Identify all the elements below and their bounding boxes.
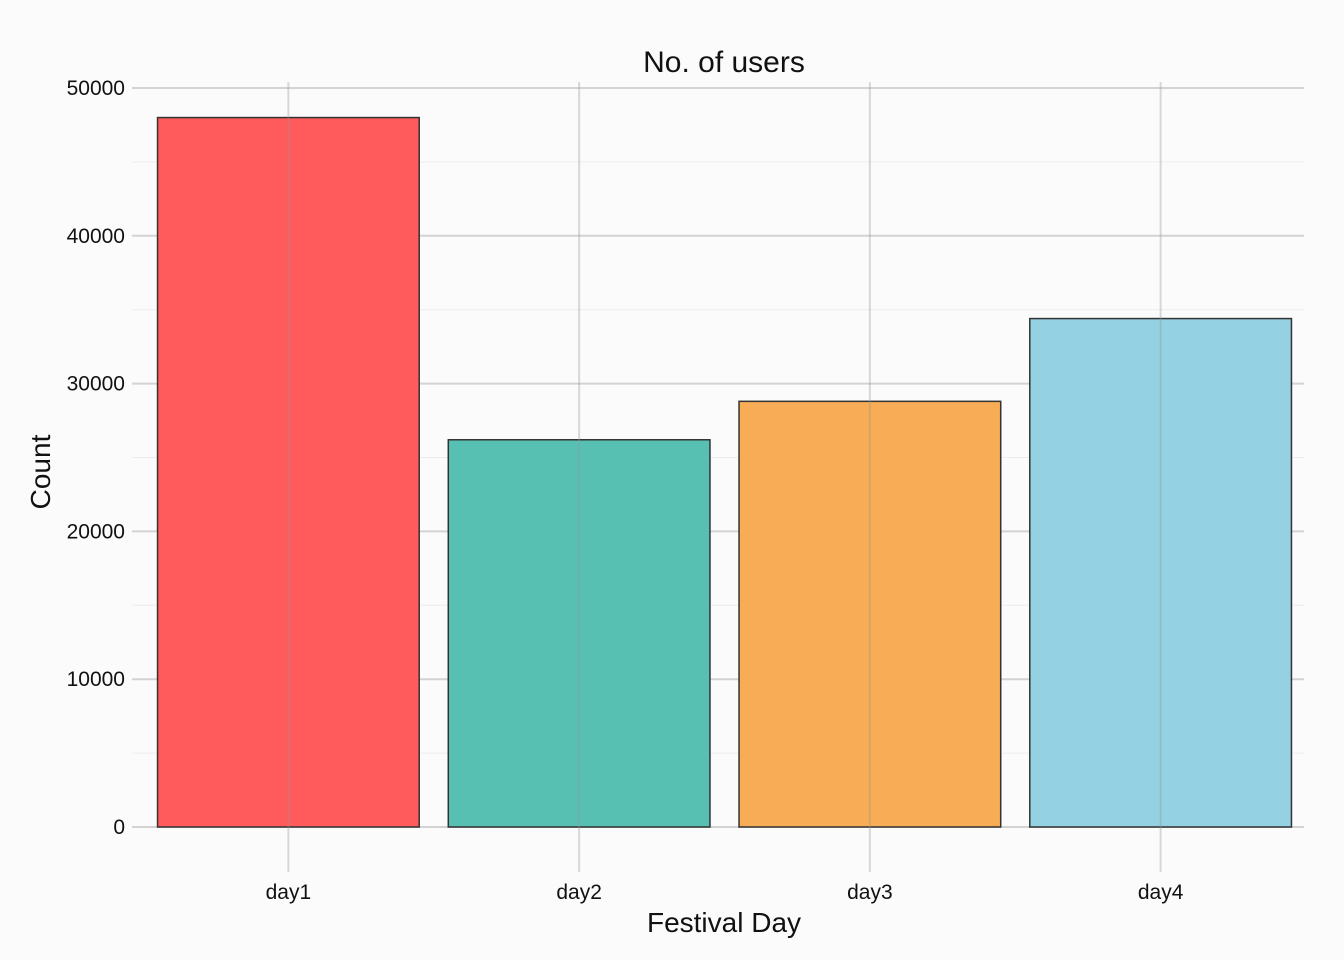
x-tick-label: day2 [556, 881, 602, 904]
y-tick-label: 10000 [67, 668, 125, 691]
x-tick-label: day3 [847, 881, 893, 904]
y-tick-label: 20000 [67, 520, 125, 543]
y-tick-label: 30000 [67, 373, 125, 396]
bars [156, 116, 1293, 828]
x-tick-label: day4 [1138, 881, 1184, 904]
y-tick-label: 0 [113, 816, 125, 839]
bar-day1 [156, 116, 420, 828]
bar-day2 [447, 439, 711, 828]
x-tick-labels: day1 day2 day3 day4 [266, 881, 1184, 904]
x-axis-title: Festival Day [647, 907, 801, 938]
x-tick-label: day1 [266, 881, 312, 904]
y-tick-label: 40000 [67, 225, 125, 248]
y-tick-label: 50000 [67, 77, 125, 100]
bar-day3 [738, 400, 1002, 828]
bar-day4 [1029, 317, 1293, 828]
vertical-gridlines [287, 82, 1162, 872]
y-tick-labels: 0 10000 20000 30000 40000 50000 [67, 77, 125, 839]
y-axis-title: Count [25, 434, 56, 509]
chart-title: No. of users [643, 46, 805, 79]
